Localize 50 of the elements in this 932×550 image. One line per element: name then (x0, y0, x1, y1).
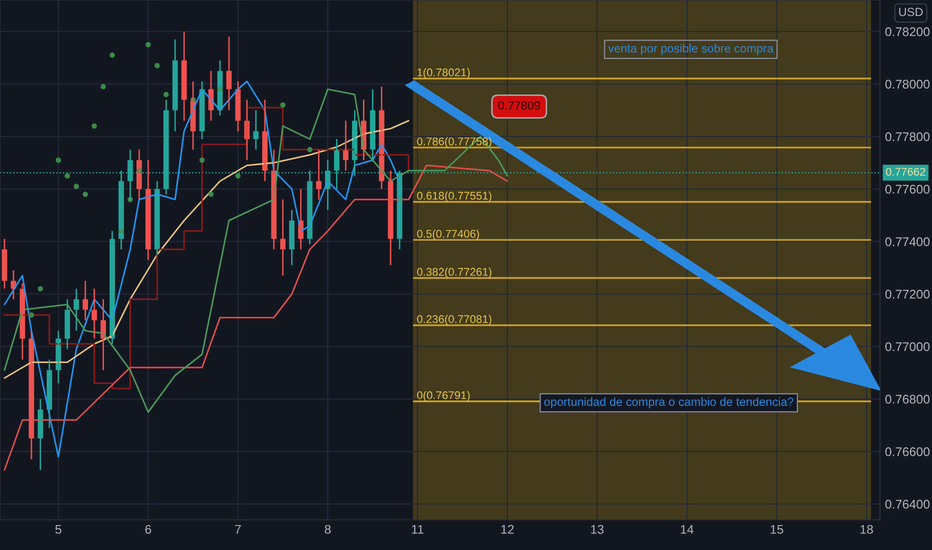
ref-line-label: 1(0.78021) (418, 68, 470, 78)
ref-line-label: 0(0.76791) (417, 391, 470, 402)
y-tick-label: 0.76600 (885, 447, 930, 456)
y-tick-label: 0.77400 (885, 237, 930, 246)
ref-line-label: 0.77662 (886, 168, 926, 176)
x-tick-label: 6 (145, 524, 152, 534)
y-tick-label: 0.77000 (885, 342, 930, 352)
point (100, 84, 106, 90)
y-tick-label: 0.78200 (885, 27, 930, 36)
y-tick-label: 0.76400 (885, 500, 930, 509)
point (82, 192, 88, 197)
y-tick-label: 0.78000 (885, 80, 930, 89)
ref-line-label: 0.618(0.77551) (417, 192, 492, 202)
y-tick-label: 0.76800 (885, 394, 930, 404)
point (92, 123, 97, 129)
annotation: 0.77809 (498, 101, 540, 110)
x-tick-label: 18 (860, 524, 873, 534)
y-tick-label: 0.77600 (885, 184, 930, 194)
point (38, 286, 44, 292)
y-tick-label: 0.77200 (885, 290, 930, 299)
point (64, 173, 70, 178)
x-tick-label: 8 (324, 524, 331, 534)
ref-line-label: 0.382(0.77261) (417, 268, 492, 278)
point (146, 42, 151, 48)
point (110, 52, 115, 58)
x-tick-label: 14 (680, 525, 694, 534)
point (74, 184, 79, 189)
point (208, 192, 214, 197)
x-tick-label: 5 (55, 525, 62, 534)
text: USD (899, 8, 923, 16)
annotation: venta por posible sobre compra (608, 44, 774, 55)
point (307, 147, 312, 152)
point (235, 173, 241, 178)
point (154, 63, 160, 68)
annotation: oportunidad de compra o cambio de tendencia? (544, 397, 794, 408)
x-tick-label: 15 (770, 525, 784, 534)
ref-line-label: 0.236(0.77081) (417, 314, 492, 326)
x-tick-label: 7 (235, 525, 241, 534)
point (164, 92, 169, 98)
x-tick-label: 12 (501, 524, 514, 534)
ref-line-label: 0.5(0.77406) (417, 230, 479, 240)
point (280, 102, 286, 108)
x-tick-label: 13 (591, 524, 604, 534)
x-tick-label: 11 (412, 525, 424, 534)
point (28, 312, 34, 318)
point (56, 158, 61, 163)
point (199, 158, 205, 163)
y-tick-label: 0.77800 (885, 132, 930, 142)
line-series (4, 80, 400, 458)
line-series (4, 164, 508, 471)
